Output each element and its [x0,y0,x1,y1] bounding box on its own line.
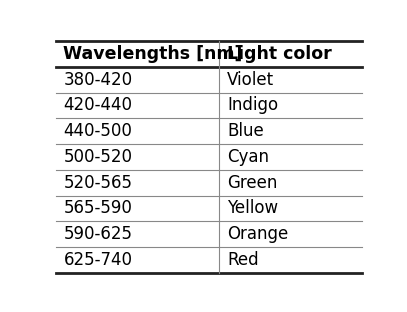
Text: Red: Red [227,251,259,269]
Text: 590-625: 590-625 [63,225,133,243]
Text: Wavelengths [nm]: Wavelengths [nm] [63,45,243,63]
Text: Orange: Orange [227,225,289,243]
Text: 520-565: 520-565 [63,174,133,192]
Text: Violet: Violet [227,71,274,89]
Text: Light color: Light color [227,45,332,63]
Text: 380-420: 380-420 [63,71,133,89]
Text: 625-740: 625-740 [63,251,133,269]
Text: Green: Green [227,174,278,192]
Text: Yellow: Yellow [227,199,278,217]
Text: 420-440: 420-440 [63,96,133,115]
Text: Cyan: Cyan [227,148,269,166]
Text: 565-590: 565-590 [63,199,132,217]
Text: 500-520: 500-520 [63,148,133,166]
Text: Indigo: Indigo [227,96,278,115]
Text: 440-500: 440-500 [63,122,132,140]
Text: Blue: Blue [227,122,264,140]
